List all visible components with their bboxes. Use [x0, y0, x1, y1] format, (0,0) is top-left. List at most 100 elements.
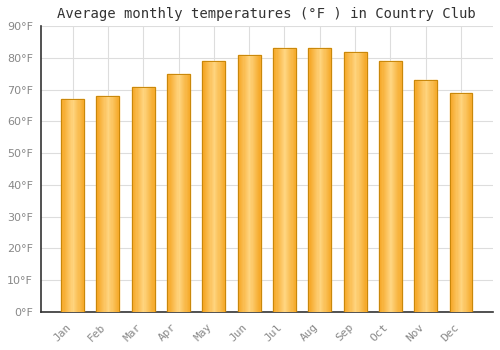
Bar [108, 96, 109, 312]
Bar [379, 61, 402, 312]
Bar [132, 86, 133, 312]
Bar [414, 80, 416, 312]
Bar [181, 74, 182, 312]
Bar [173, 74, 174, 312]
Bar [80, 99, 82, 312]
Bar [363, 52, 364, 312]
Bar [174, 74, 175, 312]
Bar [141, 86, 142, 312]
Bar [215, 61, 216, 312]
Bar [184, 74, 186, 312]
Bar [172, 74, 173, 312]
Bar [99, 96, 100, 312]
Bar [394, 61, 395, 312]
Bar [223, 61, 224, 312]
Bar [116, 96, 117, 312]
Bar [83, 99, 84, 312]
Bar [255, 55, 256, 312]
Bar [256, 55, 257, 312]
Bar [450, 93, 472, 312]
Bar [273, 49, 296, 312]
Bar [170, 74, 172, 312]
Bar [143, 86, 144, 312]
Bar [276, 49, 278, 312]
Bar [321, 49, 322, 312]
Bar [326, 49, 328, 312]
Bar [61, 99, 62, 312]
Bar [96, 96, 120, 312]
Bar [398, 61, 400, 312]
Bar [210, 61, 212, 312]
Bar [202, 61, 203, 312]
Bar [114, 96, 115, 312]
Bar [434, 80, 435, 312]
Bar [453, 93, 454, 312]
Bar [68, 99, 69, 312]
Bar [273, 49, 296, 312]
Bar [257, 55, 258, 312]
Bar [418, 80, 419, 312]
Title: Average monthly temperatures (°F ) in Country Club: Average monthly temperatures (°F ) in Co… [58, 7, 476, 21]
Bar [218, 61, 220, 312]
Bar [240, 55, 241, 312]
Bar [427, 80, 428, 312]
Bar [180, 74, 181, 312]
Bar [168, 74, 170, 312]
Bar [400, 61, 402, 312]
Bar [290, 49, 292, 312]
Bar [308, 49, 332, 312]
Bar [76, 99, 77, 312]
Bar [258, 55, 260, 312]
Bar [273, 49, 274, 312]
Bar [246, 55, 247, 312]
Bar [344, 52, 366, 312]
Bar [313, 49, 314, 312]
Bar [470, 93, 472, 312]
Bar [239, 55, 240, 312]
Bar [426, 80, 427, 312]
Bar [295, 49, 296, 312]
Bar [144, 86, 146, 312]
Bar [70, 99, 72, 312]
Bar [364, 52, 366, 312]
Bar [98, 96, 99, 312]
Bar [286, 49, 287, 312]
Bar [134, 86, 135, 312]
Bar [281, 49, 282, 312]
Bar [310, 49, 312, 312]
Bar [467, 93, 468, 312]
Bar [224, 61, 226, 312]
Bar [419, 80, 420, 312]
Bar [414, 80, 437, 312]
Bar [381, 61, 382, 312]
Bar [186, 74, 188, 312]
Bar [109, 96, 110, 312]
Bar [420, 80, 421, 312]
Bar [189, 74, 190, 312]
Bar [324, 49, 326, 312]
Bar [315, 49, 316, 312]
Bar [347, 52, 348, 312]
Bar [149, 86, 150, 312]
Bar [136, 86, 138, 312]
Bar [379, 61, 402, 312]
Bar [77, 99, 78, 312]
Bar [454, 93, 456, 312]
Bar [220, 61, 222, 312]
Bar [132, 86, 154, 312]
Bar [252, 55, 254, 312]
Bar [74, 99, 75, 312]
Bar [360, 52, 361, 312]
Bar [428, 80, 429, 312]
Bar [386, 61, 387, 312]
Bar [450, 93, 472, 312]
Bar [138, 86, 140, 312]
Bar [384, 61, 386, 312]
Bar [278, 49, 280, 312]
Bar [416, 80, 418, 312]
Bar [353, 52, 354, 312]
Bar [167, 74, 190, 312]
Bar [207, 61, 208, 312]
Bar [78, 99, 80, 312]
Bar [344, 52, 366, 312]
